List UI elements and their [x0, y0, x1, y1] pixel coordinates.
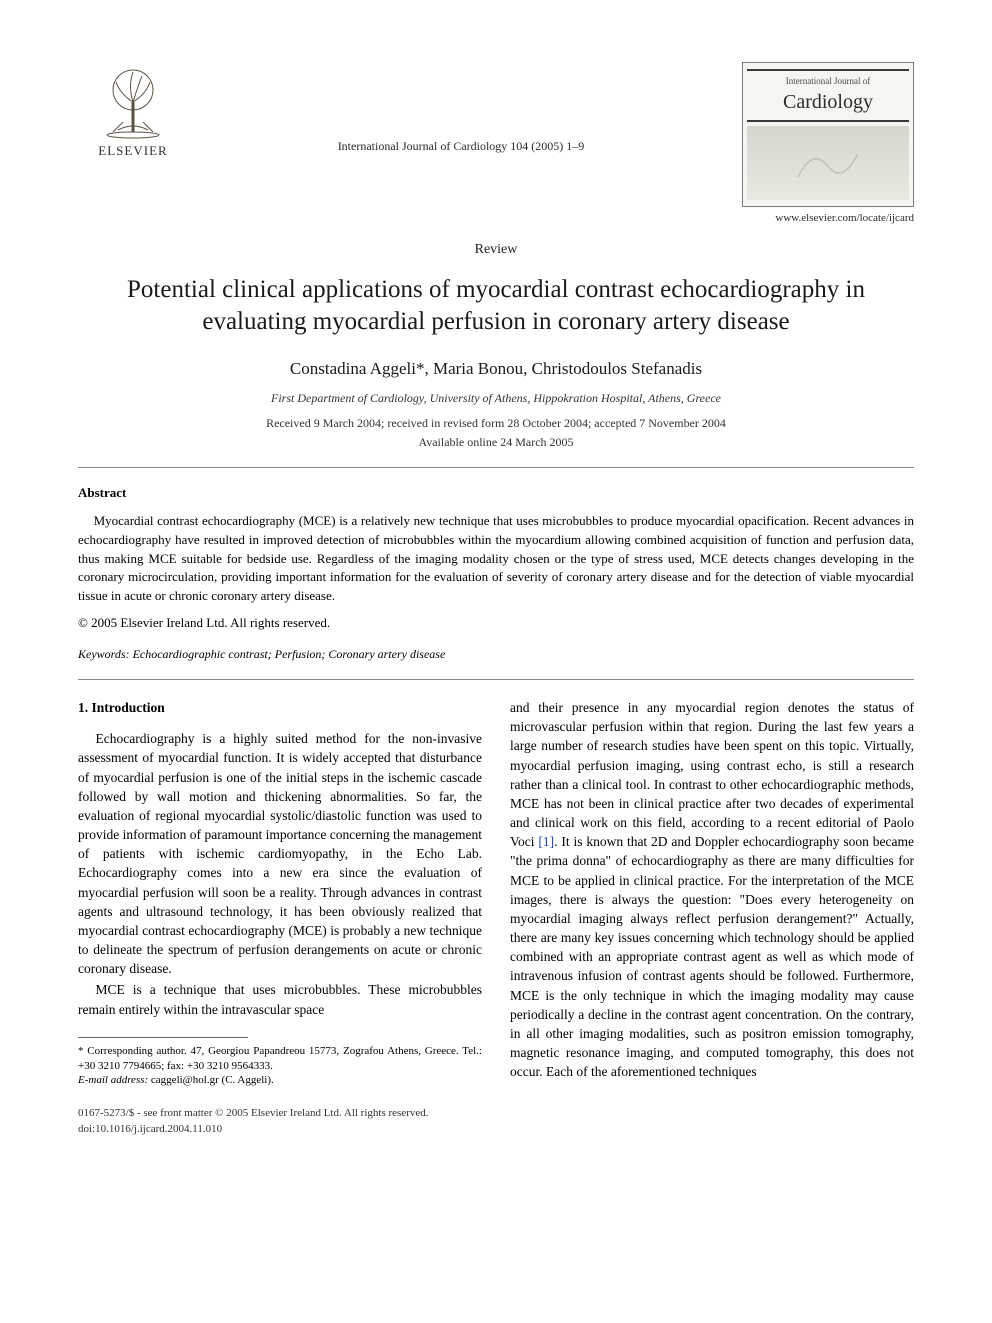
elsevier-tree-icon [98, 62, 168, 140]
rule-below-keywords [78, 679, 914, 680]
footnote-email-label: E-mail address: [78, 1074, 148, 1086]
col2-p1b: . It is known that 2D and Doppler echoca… [510, 834, 914, 1079]
column-right: and their presence in any myocardial reg… [510, 698, 914, 1088]
journal-cover-box: International Journal of Cardiology [742, 62, 914, 207]
abstract-copyright: © 2005 Elsevier Ireland Ltd. All rights … [78, 614, 914, 632]
footer-line-2: doi:10.1016/j.ijcard.2004.11.010 [78, 1122, 914, 1137]
footnote-separator [78, 1037, 248, 1038]
article-received: Received 9 March 2004; received in revis… [78, 415, 914, 432]
col2-p1a: and their presence in any myocardial reg… [510, 700, 914, 849]
keywords-label: Keywords: [78, 647, 130, 661]
journal-reference: International Journal of Cardiology 104 … [188, 62, 734, 155]
abstract-heading: Abstract [78, 484, 914, 502]
journal-box-wrap: International Journal of Cardiology www.… [734, 62, 914, 236]
col1-para-2: MCE is a technique that uses microbubble… [78, 980, 482, 1018]
article-authors: Constadina Aggeli*, Maria Bonou, Christo… [78, 357, 914, 381]
footer-line-1: 0167-5273/$ - see front matter © 2005 El… [78, 1106, 914, 1121]
column-left: 1. Introduction Echocardiography is a hi… [78, 698, 482, 1088]
article-available: Available online 24 March 2005 [78, 434, 914, 451]
publisher-logo: ELSEVIER [78, 62, 188, 160]
journal-box-top: International Journal of [747, 69, 909, 88]
keywords-line: Keywords: Echocardiographic contrast; Pe… [78, 646, 914, 663]
footnote-email: E-mail address: caggeli@hol.gr (C. Aggel… [78, 1073, 482, 1088]
journal-box-main: Cardiology [783, 88, 873, 116]
journal-url: www.elsevier.com/locate/ijcard [775, 211, 914, 226]
page: ELSEVIER International Journal of Cardio… [0, 0, 992, 1187]
article-type-label: Review [78, 240, 914, 260]
article-affiliation: First Department of Cardiology, Universi… [78, 390, 914, 407]
col2-para-1: and their presence in any myocardial reg… [510, 698, 914, 1081]
header-row: ELSEVIER International Journal of Cardio… [78, 62, 914, 236]
ref-link-1[interactable]: [1] [538, 834, 554, 849]
journal-box-rule [747, 120, 909, 122]
article-title: Potential clinical applications of myoca… [88, 274, 904, 339]
section-1-heading: 1. Introduction [78, 698, 482, 717]
keywords-text: Echocardiographic contrast; Perfusion; C… [130, 647, 446, 661]
publisher-name: ELSEVIER [98, 142, 167, 160]
body-columns: 1. Introduction Echocardiography is a hi… [78, 698, 914, 1088]
col1-para-1: Echocardiography is a highly suited meth… [78, 729, 482, 978]
rule-above-abstract [78, 467, 914, 468]
abstract-body: Myocardial contrast echocardiography (MC… [78, 512, 914, 606]
footnote-email-value: caggeli@hol.gr (C. Aggeli). [148, 1074, 274, 1086]
footnote-corresponding: * Corresponding author. 47, Georgiou Pap… [78, 1044, 482, 1074]
journal-cover-thumbnail [747, 126, 909, 200]
